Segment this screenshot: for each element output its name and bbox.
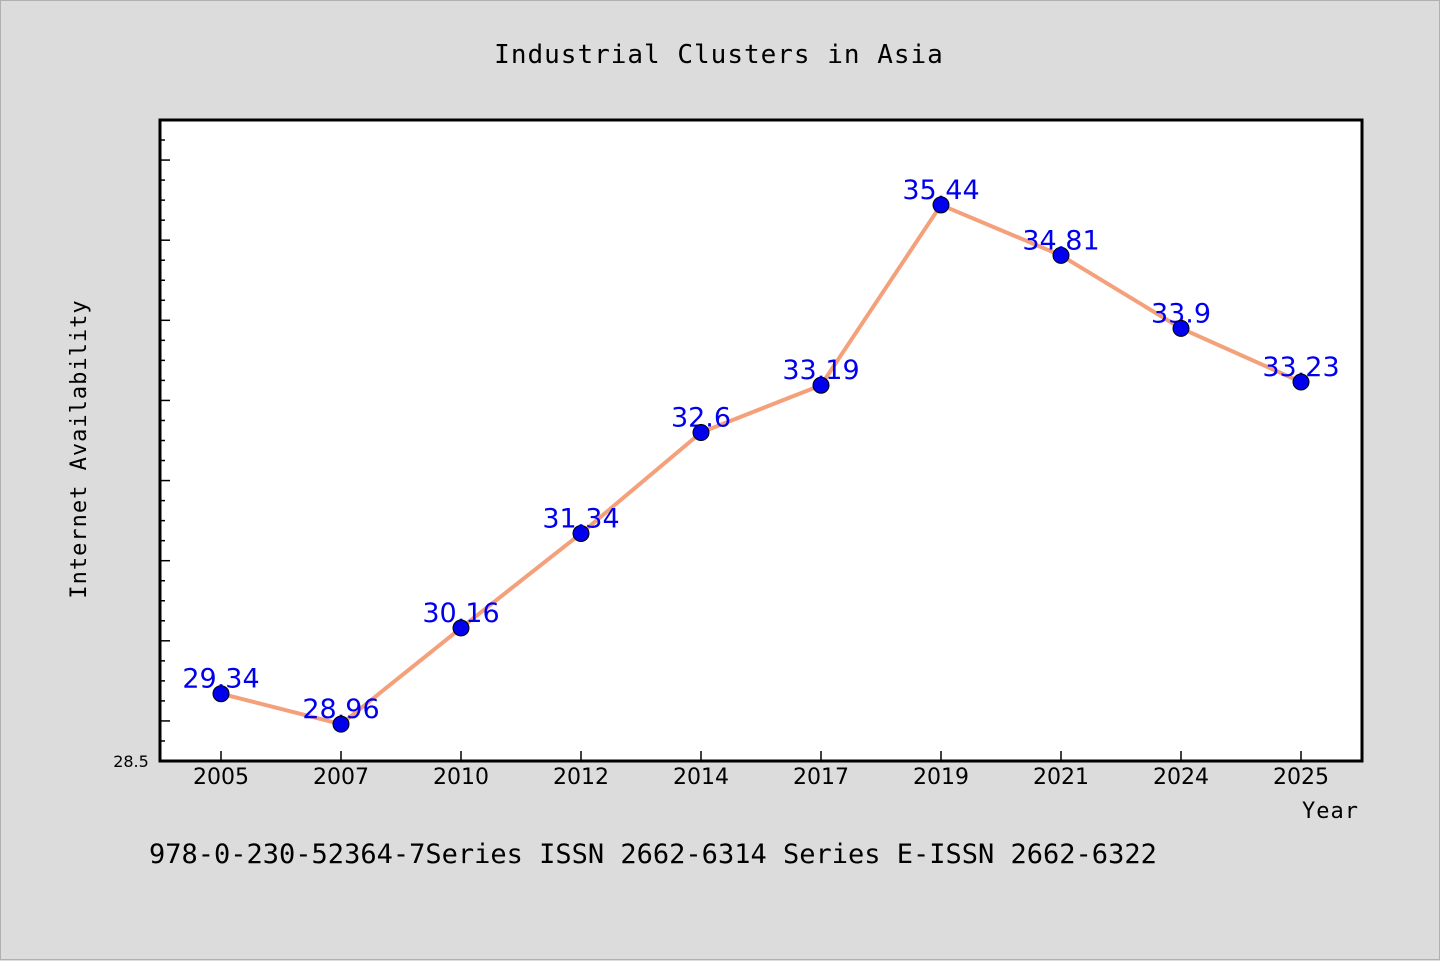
data-point [1172, 319, 1190, 337]
x-tick-label: 2025 [1273, 765, 1329, 790]
data-point [1292, 373, 1310, 391]
data-point [812, 376, 830, 394]
x-axis-ticks [220, 751, 1302, 761]
x-tick-label: 2017 [793, 765, 849, 790]
data-point [932, 196, 950, 214]
y-axis-ticks [160, 119, 170, 762]
x-tick-label: 2007 [313, 765, 369, 790]
data-point [572, 524, 590, 542]
y-axis-title: Internet Availability [67, 299, 92, 598]
x-tick-label: 2005 [193, 765, 249, 790]
x-tick-label: 2012 [553, 765, 609, 790]
data-point [332, 715, 350, 733]
x-axis-tick-labels: 2005 2007 2010 2012 2014 2017 2019 2021 2024 2025 [193, 765, 1329, 790]
y-axis-min-label: 28.5 [113, 752, 149, 771]
x-tick-label: 2019 [913, 765, 969, 790]
plot-area [158, 118, 1364, 763]
x-tick-label: 2021 [1033, 765, 1089, 790]
data-point [1052, 246, 1070, 264]
series-line [219, 202, 1303, 727]
series-layer: 29.3428.9630.1631.3432.633.1935.4434.813… [182, 175, 1340, 733]
x-axis-title: Year [1302, 799, 1359, 824]
x-tick-label: 2024 [1153, 765, 1209, 790]
chart-title: Industrial Clusters in Asia [494, 40, 944, 70]
x-tick-label: 2010 [433, 765, 489, 790]
data-point [212, 685, 230, 703]
x-tick-label: 2014 [673, 765, 729, 790]
data-point [692, 423, 710, 441]
footer-isbn-issn: 978-0-230-52364-7Series ISSN 2662-6314 S… [149, 839, 1157, 870]
data-point [452, 619, 470, 637]
